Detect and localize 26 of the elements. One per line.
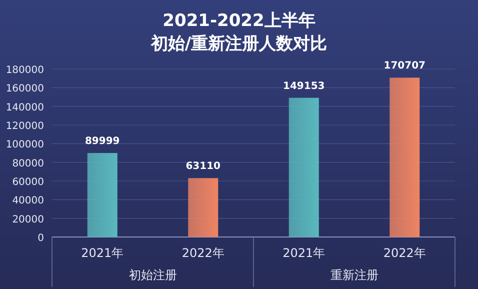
text: 重新注册 [330,268,378,282]
data-label: 63110 [186,161,221,172]
y-tick-label: 20000 [12,214,44,226]
y-tick-label: 0 [38,233,44,244]
y-tick-label: 40000 [12,196,44,207]
text: 初始注册 [128,268,177,282]
data-label: 149153 [283,80,325,92]
data-label: 89999 [84,136,120,147]
bar [87,153,118,237]
bar [288,98,319,237]
y-tick-label: 120000 [6,121,44,132]
x-tick-label: 2022年 [383,246,426,260]
chart-subtitle: 初始/重新注册人数对比 [150,34,328,54]
y-tick-label: 180000 [6,65,44,76]
y-tick-label: 60000 [12,177,44,188]
x-tick-label: 2021年 [282,246,326,260]
bar [390,78,420,237]
x-tick-label: 2021年 [81,246,124,260]
bar [188,178,218,237]
y-tick-label: 160000 [6,84,44,95]
y-tick-label: 100000 [6,140,44,151]
y-tick-label: 140000 [6,102,44,114]
x-tick-label: 2022年 [182,246,224,260]
data-label: 170707 [384,60,426,72]
chart-title: 2021-2022上半年 [162,11,316,31]
y-tick-label: 80000 [12,158,44,170]
